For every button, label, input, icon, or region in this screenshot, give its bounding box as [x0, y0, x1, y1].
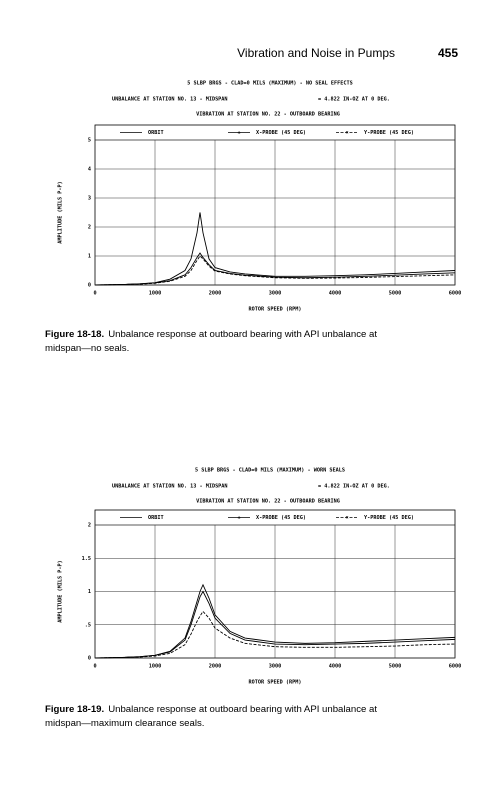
x-tick-label: 2000 — [209, 664, 222, 670]
legend-marker: × — [345, 515, 348, 521]
series-line — [94, 610, 456, 659]
x-tick-label: 6000 — [449, 664, 462, 670]
y-tick-label: 1 — [88, 589, 91, 595]
legend-label: X-PROBE (45 DEG) — [256, 130, 306, 136]
y-tick-label: .5 — [85, 622, 91, 628]
vibration-text: VIBRATION AT STATION NO. 22 - OUTBOARD B… — [196, 499, 340, 505]
x-tick-label: 1000 — [149, 664, 162, 670]
y-tick-label: 3 — [88, 196, 91, 202]
legend-marker: + — [237, 130, 240, 136]
y-tick-label: 0 — [88, 656, 91, 662]
legend-label: ORBIT — [148, 130, 164, 136]
y-tick-label: 1.5 — [82, 556, 91, 562]
x-tick-label: 6000 — [449, 291, 462, 297]
x-tick-label: 1000 — [149, 291, 162, 297]
page-number: 455 — [438, 46, 458, 60]
legend-label: X-PROBE (45 DEG) — [256, 515, 306, 521]
y-tick-label: 1 — [88, 254, 91, 260]
y-tick-label: 5 — [88, 138, 91, 144]
x-tick-label: 5000 — [389, 291, 402, 297]
chart-title: 5 SLBP BRGS - CLAD=0 MILS (MAXIMUM) - NO… — [187, 81, 353, 87]
x-tick-label: 0 — [93, 291, 96, 297]
figure-caption: Figure 18-19. Unbalance response at outbo… — [45, 704, 377, 729]
legend-label: Y-PROBE (45 DEG) — [364, 130, 414, 136]
unbalance-value: = 4.822 IN-OZ AT 0 DEG. — [318, 484, 390, 490]
x-tick-label: 0 — [93, 664, 96, 670]
y-tick-label: 4 — [88, 167, 91, 173]
y-axis-label: AMPLITUDE (MILS P-P) — [58, 560, 64, 622]
figure-label: Figure 18-18. — [45, 329, 104, 340]
y-tick-label: 2 — [88, 225, 91, 231]
legend-label: ORBIT — [148, 515, 164, 521]
figure-label: Figure 18-19. — [45, 704, 104, 715]
x-axis-label: ROTOR SPEED (RPM) — [248, 307, 301, 313]
caption-text: Unbalance response at outboard bearing w… — [108, 704, 377, 715]
legend-label: Y-PROBE (45 DEG) — [364, 515, 414, 521]
figure-caption: Figure 18-18. Unbalance response at outbo… — [45, 329, 377, 354]
legend-marker: + — [237, 515, 240, 521]
x-tick-label: 4000 — [329, 664, 342, 670]
caption-text-cont: midspan—no seals. — [45, 343, 129, 354]
x-axis-label: ROTOR SPEED (RPM) — [248, 680, 301, 686]
x-tick-label: 4000 — [329, 291, 342, 297]
running-head: Vibration and Noise in Pumps — [237, 46, 395, 60]
x-tick-label: 5000 — [389, 664, 402, 670]
series-line — [94, 252, 456, 286]
x-tick-label: 2000 — [209, 291, 222, 297]
unbalance-value: = 4.822 IN-OZ AT 0 DEG. — [318, 97, 390, 103]
caption-text-cont: midspan—maximum clearance seals. — [45, 718, 204, 729]
unbalance-text: UNBALANCE AT STATION NO. 13 - MIDSPAN — [112, 97, 228, 103]
x-tick-label: 3000 — [269, 664, 282, 670]
legend-marker: × — [345, 130, 348, 136]
chart-title: 5 SLBP BRGS - CLAD=0 MILS (MAXIMUM) - WO… — [195, 468, 345, 474]
y-tick-label: 2 — [88, 523, 91, 529]
y-axis-label: AMPLITUDE (MILS P-P) — [58, 181, 64, 243]
unbalance-text: UNBALANCE AT STATION NO. 13 - MIDSPAN — [112, 484, 228, 490]
vibration-text: VIBRATION AT STATION NO. 22 - OUTBOARD B… — [196, 112, 340, 118]
x-tick-label: 3000 — [269, 291, 282, 297]
caption-text: Unbalance response at outboard bearing w… — [108, 329, 377, 340]
y-tick-label: 0 — [88, 283, 91, 289]
series-line — [94, 590, 456, 659]
